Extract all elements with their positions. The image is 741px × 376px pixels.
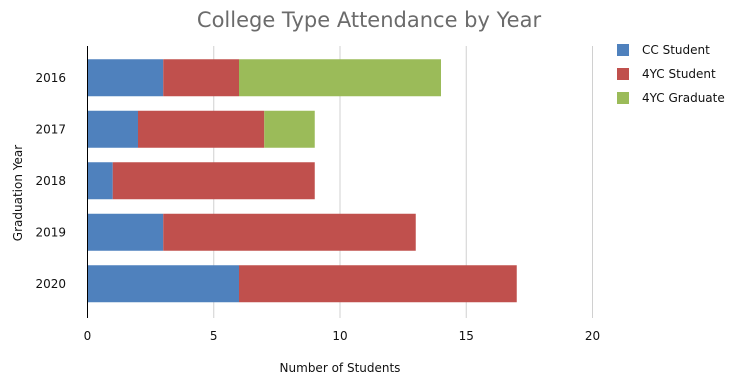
bar-2017-4yc-graduate: [264, 110, 315, 148]
bar-2016-4yc-student: [163, 59, 239, 97]
x-axis-label: Number of Students: [280, 361, 401, 375]
legend-label-4yc-student: 4YC Student: [642, 67, 716, 81]
bar-2019-cc-student: [87, 213, 164, 251]
x-tick-labels: 0 5 10 15 20: [84, 329, 600, 343]
y-axis-label: Graduation Year: [11, 145, 25, 241]
y-tick-labels: 2016 2017 2018 2019 2020: [35, 71, 66, 291]
x-tick-label-20: 20: [585, 329, 600, 343]
bar-2020-4yc-student: [239, 265, 517, 303]
y-tick-label-2019: 2019: [35, 225, 66, 239]
y-tick-label-2017: 2017: [35, 122, 66, 136]
chart-title: College Type Attendance by Year: [197, 8, 542, 32]
x-tick-label-10: 10: [332, 329, 347, 343]
legend-label-cc-student: CC Student: [642, 43, 710, 57]
x-tick-label-15: 15: [459, 329, 474, 343]
legend: CC Student 4YC Student 4YC Graduate: [617, 43, 725, 105]
bar-2019-4yc-student: [163, 213, 416, 251]
x-tick-label-0: 0: [84, 329, 92, 343]
bars: [87, 59, 517, 303]
y-tick-label-2020: 2020: [35, 277, 66, 291]
y-tick-label-2016: 2016: [35, 71, 66, 85]
legend-label-4yc-graduate: 4YC Graduate: [642, 91, 725, 105]
bar-2018-cc-student: [87, 162, 113, 200]
bar-2017-4yc-student: [138, 110, 265, 148]
legend-swatch-4yc-student: [617, 68, 629, 80]
legend-swatch-4yc-graduate: [617, 92, 629, 104]
y-tick-label-2018: 2018: [35, 174, 66, 188]
bar-2018-4yc-student: [112, 162, 315, 200]
bar-2016-4yc-graduate: [239, 59, 441, 97]
x-tick-label-5: 5: [210, 329, 218, 343]
bar-2020-cc-student: [87, 265, 239, 303]
bar-2017-cc-student: [87, 110, 138, 148]
bar-2016-cc-student: [87, 59, 164, 97]
legend-swatch-cc-student: [617, 44, 629, 56]
